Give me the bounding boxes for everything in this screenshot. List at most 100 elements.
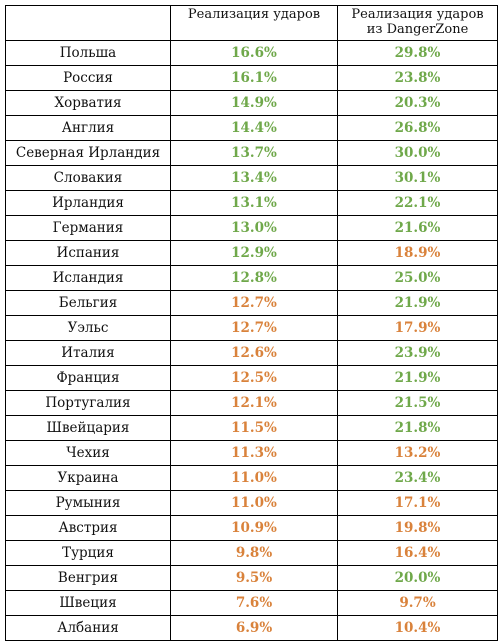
shot-rate-cell: 7.6%: [170, 590, 338, 616]
danger-zone-rate-cell: 17.1%: [337, 490, 498, 516]
country-cell: Польша: [5, 40, 171, 66]
table-row: Швейцария 11.5% 21.8%: [5, 415, 498, 441]
country-cell: Хорватия: [5, 90, 171, 116]
danger-zone-rate-cell: 25.0%: [337, 265, 498, 291]
danger-zone-rate-cell: 21.9%: [337, 365, 498, 391]
shot-rate-cell: 12.7%: [170, 290, 338, 316]
shot-rate-cell: 14.4%: [170, 115, 338, 141]
table-body: Польша 16.6% 29.8% Россия 16.1% 23.8% Хорватия…: [5, 40, 498, 641]
danger-zone-rate-cell: 29.8%: [337, 40, 498, 66]
shot-rate-cell: 12.5%: [170, 365, 338, 391]
table-row: Россия 16.1% 23.8%: [5, 65, 498, 91]
shot-rate-cell: 11.5%: [170, 415, 338, 441]
table-row: Чехия 11.3% 13.2%: [5, 440, 498, 466]
danger-zone-rate-cell: 19.8%: [337, 515, 498, 541]
danger-zone-rate-cell: 21.6%: [337, 215, 498, 241]
table-row: Хорватия 14.9% 20.3%: [5, 90, 498, 116]
country-cell: Португалия: [5, 390, 171, 416]
country-cell: Словакия: [5, 165, 171, 191]
table-row: Италия 12.6% 23.9%: [5, 340, 498, 366]
table-row: Швеция 7.6% 9.7%: [5, 590, 498, 616]
table-row: Украина 11.0% 23.4%: [5, 465, 498, 491]
header-danger-zone-line2: из DangerZone: [366, 22, 469, 37]
danger-zone-rate-cell: 21.5%: [337, 390, 498, 416]
table-row: Англия 14.4% 26.8%: [5, 115, 498, 141]
country-cell: Германия: [5, 215, 171, 241]
danger-zone-rate-cell: 17.9%: [337, 315, 498, 341]
table-row: Австрия 10.9% 19.8%: [5, 515, 498, 541]
danger-zone-rate-cell: 13.2%: [337, 440, 498, 466]
country-cell: Испания: [5, 240, 171, 266]
danger-zone-rate-cell: 21.8%: [337, 415, 498, 441]
shot-rate-cell: 16.1%: [170, 65, 338, 91]
country-cell: Албания: [5, 615, 171, 641]
danger-zone-rate-cell: 10.4%: [337, 615, 498, 641]
table-row: Бельгия 12.7% 21.9%: [5, 290, 498, 316]
table-row: Ирландия 13.1% 22.1%: [5, 190, 498, 216]
country-cell: Турция: [5, 540, 171, 566]
danger-zone-rate-cell: 16.4%: [337, 540, 498, 566]
table-header-row: Реализация ударов Реализация ударов из D…: [5, 5, 498, 41]
country-cell: Северная Ирландия: [5, 140, 171, 166]
shot-rate-cell: 11.0%: [170, 490, 338, 516]
shot-rate-cell: 13.7%: [170, 140, 338, 166]
country-cell: Италия: [5, 340, 171, 366]
danger-zone-rate-cell: 23.4%: [337, 465, 498, 491]
header-shot-rate: Реализация ударов: [170, 5, 338, 41]
table-row: Румыния 11.0% 17.1%: [5, 490, 498, 516]
table-row: Северная Ирландия 13.7% 30.0%: [5, 140, 498, 166]
danger-zone-rate-cell: 23.9%: [337, 340, 498, 366]
shot-rate-cell: 16.6%: [170, 40, 338, 66]
country-cell: Россия: [5, 65, 171, 91]
shot-rate-cell: 13.1%: [170, 190, 338, 216]
table-row: Польша 16.6% 29.8%: [5, 40, 498, 66]
shot-rate-cell: 9.8%: [170, 540, 338, 566]
shot-rate-cell: 12.7%: [170, 315, 338, 341]
danger-zone-rate-cell: 26.8%: [337, 115, 498, 141]
shot-rate-cell: 13.0%: [170, 215, 338, 241]
country-cell: Румыния: [5, 490, 171, 516]
danger-zone-rate-cell: 30.0%: [337, 140, 498, 166]
shot-rate-cell: 11.0%: [170, 465, 338, 491]
shot-conversion-table: Реализация ударов Реализация ударов из D…: [5, 5, 498, 641]
shot-rate-cell: 14.9%: [170, 90, 338, 116]
danger-zone-rate-cell: 9.7%: [337, 590, 498, 616]
country-cell: Ирландия: [5, 190, 171, 216]
table-row: Турция 9.8% 16.4%: [5, 540, 498, 566]
country-cell: Швейцария: [5, 415, 171, 441]
country-cell: Венгрия: [5, 565, 171, 591]
header-danger-zone-line1: Реализация ударов: [351, 7, 484, 22]
country-cell: Чехия: [5, 440, 171, 466]
table-row: Албания 6.9% 10.4%: [5, 615, 498, 641]
table-row: Уэльс 12.7% 17.9%: [5, 315, 498, 341]
shot-rate-cell: 12.1%: [170, 390, 338, 416]
header-country: [5, 5, 171, 41]
shot-rate-cell: 11.3%: [170, 440, 338, 466]
danger-zone-rate-cell: 20.0%: [337, 565, 498, 591]
shot-rate-cell: 9.5%: [170, 565, 338, 591]
country-cell: Украина: [5, 465, 171, 491]
country-cell: Англия: [5, 115, 171, 141]
shot-rate-cell: 12.9%: [170, 240, 338, 266]
country-cell: Австрия: [5, 515, 171, 541]
table-row: Германия 13.0% 21.6%: [5, 215, 498, 241]
country-cell: Швеция: [5, 590, 171, 616]
table-row: Словакия 13.4% 30.1%: [5, 165, 498, 191]
danger-zone-rate-cell: 23.8%: [337, 65, 498, 91]
country-cell: Бельгия: [5, 290, 171, 316]
country-cell: Франция: [5, 365, 171, 391]
shot-rate-cell: 6.9%: [170, 615, 338, 641]
country-cell: Уэльс: [5, 315, 171, 341]
shot-rate-cell: 10.9%: [170, 515, 338, 541]
danger-zone-rate-cell: 18.9%: [337, 240, 498, 266]
shot-rate-cell: 13.4%: [170, 165, 338, 191]
table-row: Исландия 12.8% 25.0%: [5, 265, 498, 291]
danger-zone-rate-cell: 30.1%: [337, 165, 498, 191]
country-cell: Исландия: [5, 265, 171, 291]
shot-rate-cell: 12.6%: [170, 340, 338, 366]
danger-zone-rate-cell: 22.1%: [337, 190, 498, 216]
table-row: Франция 12.5% 21.9%: [5, 365, 498, 391]
table-row: Португалия 12.1% 21.5%: [5, 390, 498, 416]
table-row: Испания 12.9% 18.9%: [5, 240, 498, 266]
danger-zone-rate-cell: 21.9%: [337, 290, 498, 316]
